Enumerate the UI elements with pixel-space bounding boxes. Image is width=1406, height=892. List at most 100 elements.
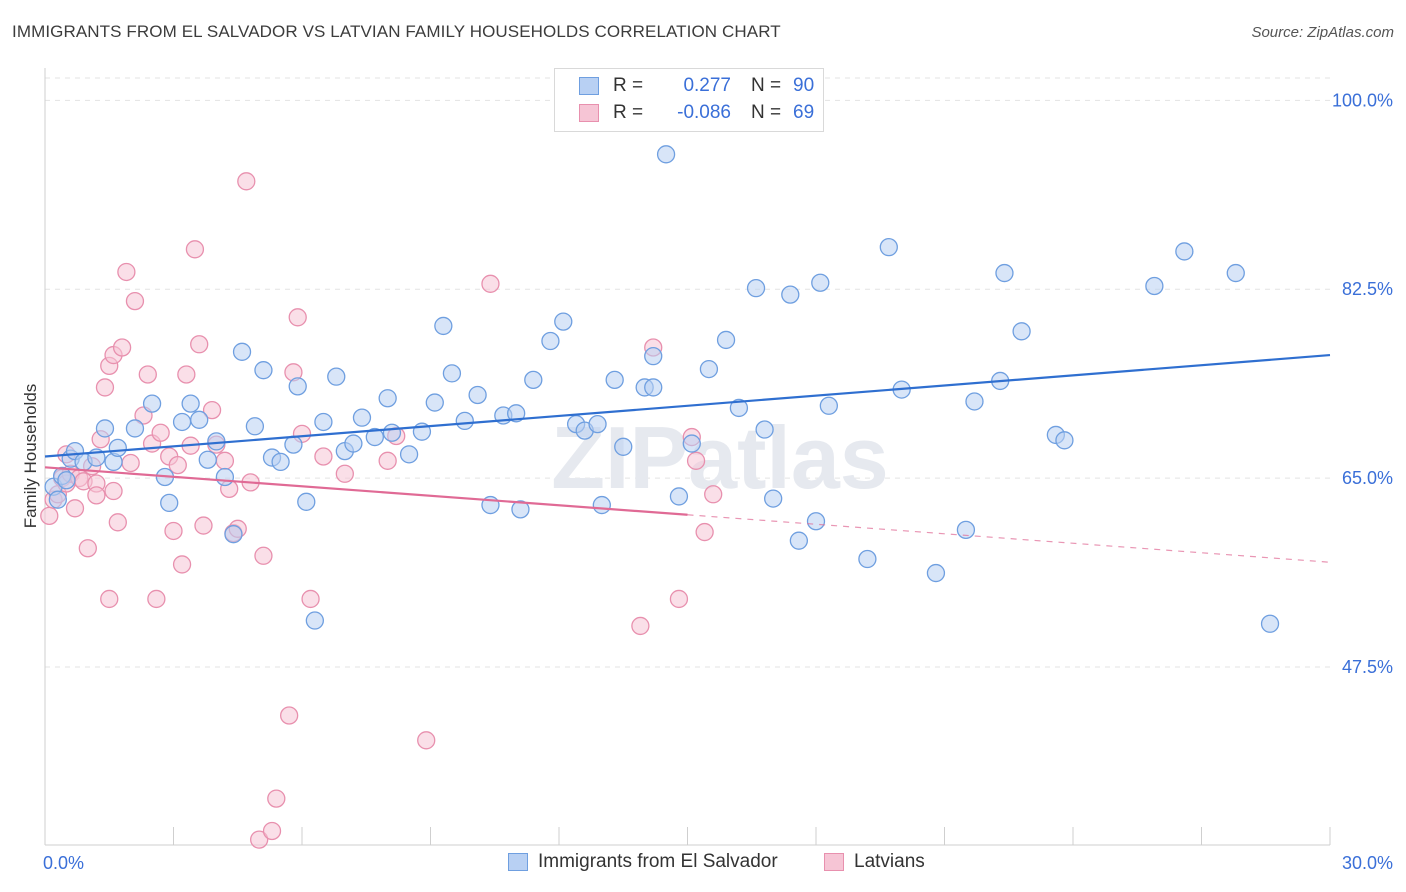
data-point bbox=[305, 611, 325, 630]
data-point bbox=[1175, 242, 1194, 261]
stats-legend: R = 0.277 N = 90 R = -0.086 N = 69 bbox=[554, 68, 824, 132]
data-point bbox=[755, 420, 774, 439]
data-point bbox=[686, 451, 706, 470]
data-point bbox=[746, 278, 766, 298]
data-point bbox=[207, 432, 226, 451]
data-point bbox=[65, 499, 85, 518]
data-point bbox=[40, 506, 59, 526]
data-point bbox=[965, 392, 984, 411]
data-point bbox=[147, 589, 166, 609]
trend-lines bbox=[44, 353, 1331, 563]
data-point bbox=[181, 394, 200, 413]
legend-item-latvians: Latvians bbox=[824, 851, 925, 873]
y-tick-label: 82.5% bbox=[1342, 279, 1393, 299]
data-point bbox=[704, 485, 723, 504]
data-point bbox=[138, 365, 157, 384]
data-point bbox=[198, 450, 217, 469]
data-point bbox=[224, 525, 243, 544]
data-point bbox=[314, 447, 333, 466]
legend-row-latvians: R = -0.086 N = 69 bbox=[579, 100, 814, 126]
data-point bbox=[1145, 276, 1164, 296]
data-point bbox=[335, 464, 354, 483]
data-point bbox=[215, 451, 235, 470]
legend-item-el-salvador: Immigrants from El Salvador bbox=[508, 851, 778, 873]
data-point bbox=[151, 423, 170, 442]
data-point bbox=[511, 500, 530, 519]
data-point bbox=[541, 331, 560, 351]
data-point bbox=[190, 335, 209, 354]
data-point bbox=[811, 273, 830, 292]
data-point bbox=[879, 237, 898, 257]
y-axis-label: Family Households bbox=[21, 384, 40, 529]
legend-n-value: 69 bbox=[793, 102, 815, 123]
data-point bbox=[194, 516, 213, 535]
data-point bbox=[695, 522, 714, 542]
data-point bbox=[288, 377, 307, 396]
data-point bbox=[172, 555, 192, 574]
data-point bbox=[425, 393, 444, 412]
data-point bbox=[656, 145, 676, 164]
data-point bbox=[592, 495, 611, 515]
data-point bbox=[1226, 263, 1245, 283]
trend-line-el-salvador bbox=[44, 353, 1331, 458]
legend-swatch-pink bbox=[579, 104, 599, 122]
data-point bbox=[78, 539, 97, 558]
legend-label-latvians: Latvians bbox=[854, 851, 925, 872]
data-point bbox=[262, 821, 282, 841]
data-point bbox=[160, 493, 179, 513]
data-point bbox=[271, 452, 290, 472]
data-point bbox=[524, 370, 543, 390]
legend-n-label: N = bbox=[751, 102, 782, 123]
data-point bbox=[344, 434, 363, 453]
data-point bbox=[237, 172, 256, 191]
data-point bbox=[729, 398, 749, 418]
data-point bbox=[669, 589, 689, 609]
data-point bbox=[455, 411, 474, 431]
data-point bbox=[442, 364, 462, 383]
data-point bbox=[202, 400, 222, 420]
data-point bbox=[267, 789, 286, 808]
data-point bbox=[382, 423, 402, 442]
y-tick-label: 47.5% bbox=[1342, 657, 1393, 677]
legend-swatch-pink bbox=[824, 853, 844, 871]
data-point bbox=[378, 451, 397, 470]
legend-n-value: 90 bbox=[793, 75, 815, 96]
data-point bbox=[168, 455, 187, 475]
data-point bbox=[284, 435, 303, 454]
data-point bbox=[57, 471, 76, 490]
data-point bbox=[254, 361, 273, 380]
data-point bbox=[104, 481, 123, 501]
data-point bbox=[95, 378, 115, 397]
data-point bbox=[699, 359, 719, 379]
source-label: Source: ZipAtlas.com bbox=[1251, 24, 1394, 41]
data-point bbox=[789, 531, 809, 550]
data-point bbox=[254, 546, 273, 565]
grid-lines bbox=[45, 77, 1330, 668]
chart-title: IMMIGRANTS FROM EL SALVADOR VS LATVIAN F… bbox=[12, 22, 781, 41]
data-point bbox=[314, 412, 333, 432]
data-point bbox=[956, 520, 976, 540]
y-tick-label: 65.0% bbox=[1342, 468, 1393, 488]
legend-r-label: R = bbox=[613, 102, 644, 123]
data-point bbox=[327, 367, 346, 386]
data-point bbox=[1055, 431, 1074, 450]
data-point bbox=[554, 312, 573, 331]
series-legend: Immigrants from El Salvador Latvians bbox=[0, 851, 1406, 879]
data-point bbox=[352, 408, 372, 427]
data-point bbox=[417, 731, 436, 750]
data-point bbox=[378, 389, 397, 408]
data-point bbox=[112, 338, 132, 357]
legend-label-el-salvador: Immigrants from El Salvador bbox=[538, 851, 778, 872]
data-point bbox=[108, 513, 127, 532]
data-point bbox=[507, 404, 526, 423]
data-point bbox=[190, 410, 209, 429]
data-point bbox=[125, 291, 145, 311]
data-point bbox=[669, 487, 689, 506]
data-point bbox=[172, 412, 192, 432]
el-salvador-points bbox=[44, 145, 1280, 633]
data-point bbox=[605, 370, 624, 390]
data-point bbox=[468, 385, 487, 405]
data-point bbox=[177, 365, 196, 384]
latvians-points bbox=[40, 172, 723, 849]
